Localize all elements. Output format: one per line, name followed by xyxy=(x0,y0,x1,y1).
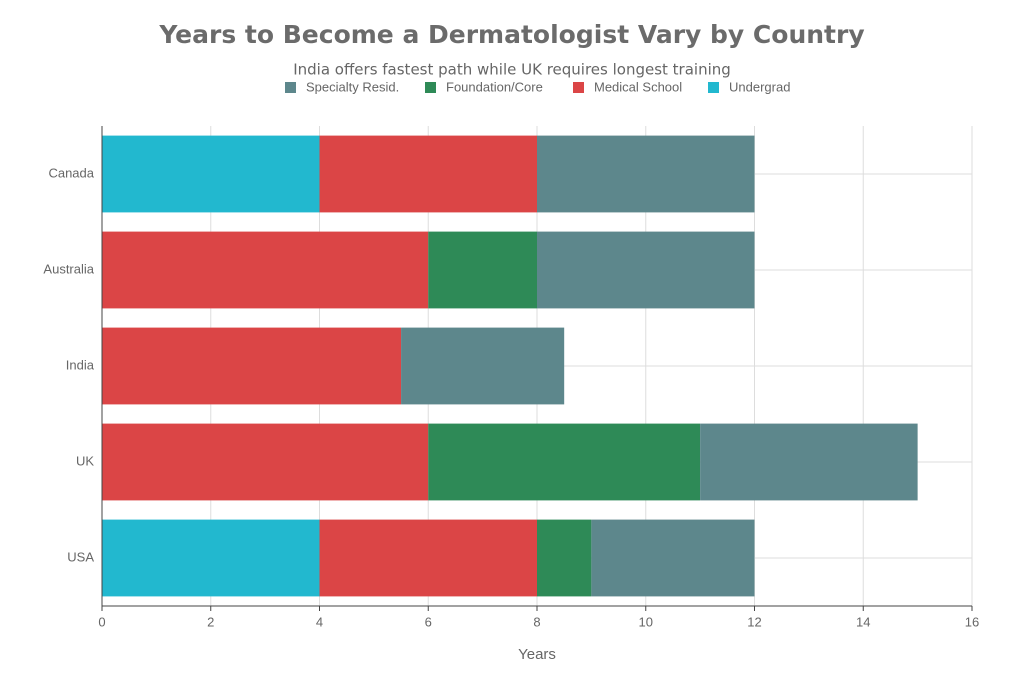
bar-segment xyxy=(537,231,755,309)
bar-segment xyxy=(700,423,918,501)
chart-subtitle: India offers fastest path while UK requi… xyxy=(293,61,731,79)
x-tick-label: 2 xyxy=(207,614,214,629)
y-tick-label: India xyxy=(66,357,95,372)
bar-segment xyxy=(319,135,537,213)
bar-segment xyxy=(102,423,429,501)
bar-segment xyxy=(102,327,402,405)
bar-segment xyxy=(537,519,592,597)
bar-segment xyxy=(428,423,701,501)
x-tick-label: 14 xyxy=(856,614,870,629)
y-tick-label: Australia xyxy=(43,261,94,276)
bar-segment xyxy=(428,231,537,309)
x-tick-label: 4 xyxy=(316,614,323,629)
y-tick-label: USA xyxy=(67,549,94,564)
legend-label: Specialty Resid. xyxy=(306,79,399,94)
legend-label: Foundation/Core xyxy=(446,79,543,94)
x-axis-title: Years xyxy=(518,646,556,663)
bar-segment xyxy=(591,519,755,597)
x-tick-label: 0 xyxy=(98,614,105,629)
legend-label: Undergrad xyxy=(729,79,790,94)
y-tick-label: UK xyxy=(76,453,94,468)
bar-segment xyxy=(401,327,565,405)
legend-marker xyxy=(285,82,296,93)
bar-segment xyxy=(102,135,320,213)
x-tick-label: 16 xyxy=(965,614,979,629)
bar-segment xyxy=(319,519,537,597)
x-tick-label: 6 xyxy=(425,614,432,629)
x-tick-label: 10 xyxy=(639,614,653,629)
bar-segment xyxy=(102,231,429,309)
legend-marker xyxy=(573,82,584,93)
bar-segment xyxy=(537,135,755,213)
legend-marker xyxy=(708,82,719,93)
x-tick-label: 8 xyxy=(533,614,540,629)
legend-marker xyxy=(425,82,436,93)
x-tick-label: 12 xyxy=(747,614,761,629)
legend-label: Medical School xyxy=(594,79,682,94)
chart-title: Years to Become a Dermatologist Vary by … xyxy=(158,20,864,49)
bar-segment xyxy=(102,519,320,597)
y-tick-label: Canada xyxy=(48,165,94,180)
